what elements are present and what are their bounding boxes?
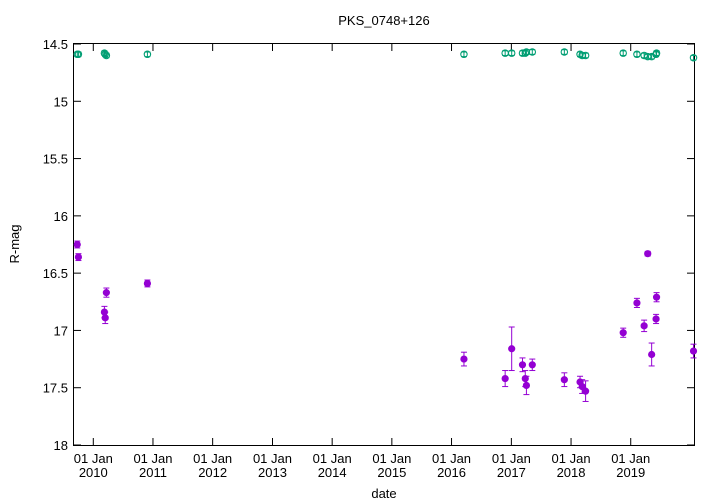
x-tick-year-label: 2012 (198, 465, 227, 480)
data-point (460, 355, 468, 363)
data-point (501, 374, 509, 383)
data-point (143, 50, 152, 59)
x-tick-label: 01 Jan (133, 451, 172, 466)
data-point (689, 347, 698, 355)
x-tick-label: 01 Jan (552, 451, 591, 466)
y-tick-label: 15.5 (43, 152, 68, 167)
y-axis: 14.5 15 15.5 16 16.5 17 17.5 18 (43, 37, 694, 453)
data-point (74, 253, 83, 261)
x-tick-label: 01 Jan (313, 451, 352, 466)
data-point (619, 49, 627, 57)
data-point (460, 50, 468, 59)
x-tick-year-label: 2010 (79, 465, 108, 480)
x-tick-year-label: 2014 (318, 465, 347, 480)
data-point (102, 289, 110, 297)
x-tick-year-label: 2018 (557, 465, 586, 480)
data-point (143, 279, 152, 288)
data-point (581, 51, 590, 60)
x-tick-label: 01 Jan (611, 451, 650, 466)
x-tick-label: 01 Jan (492, 451, 531, 466)
data-point (633, 50, 641, 59)
x-tick-year-label: 2015 (377, 465, 406, 480)
x-axis-label: date (371, 486, 396, 501)
series-2 (73, 48, 698, 62)
data-point (648, 350, 656, 359)
x-tick-label: 01 Jan (74, 451, 113, 466)
data-point (73, 240, 81, 249)
data-point (508, 345, 516, 353)
data-point (522, 381, 531, 390)
x-tick-label: 01 Jan (253, 451, 292, 466)
data-point (74, 50, 83, 59)
y-tick-label: 17.5 (43, 381, 68, 396)
data-point (518, 361, 527, 369)
data-point (652, 49, 661, 57)
data-point (528, 48, 537, 56)
data-point (581, 387, 590, 395)
y-axis-label: R-mag (7, 224, 22, 263)
data-point (101, 314, 109, 322)
x-tick-label: 01 Jan (372, 451, 411, 466)
chart-title: PKS_0748+126 (338, 13, 429, 28)
x-tick-year-label: 2013 (258, 465, 287, 480)
x-tick-year-label: 2017 (497, 465, 526, 480)
y-tick-label: 16.5 (43, 266, 68, 281)
data-point (560, 48, 569, 56)
x-tick-label: 01 Jan (432, 451, 471, 466)
data-point (102, 51, 111, 60)
data-point (633, 299, 641, 307)
x-tick-year-label: 2016 (437, 465, 466, 480)
y-tick-label: 15 (54, 94, 68, 109)
plot-frame (73, 43, 695, 446)
data-point (528, 361, 536, 369)
y-tick-label: 14.5 (43, 37, 68, 52)
data-point (652, 315, 660, 323)
y-tick-label: 16 (54, 209, 68, 224)
data-series (73, 48, 698, 402)
y-tick-label: 18 (54, 438, 68, 453)
data-point (560, 376, 568, 384)
x-tick-year-label: 2019 (616, 465, 645, 480)
y-tick-label: 17 (54, 323, 68, 338)
data-point (652, 293, 661, 301)
data-point (619, 329, 627, 337)
data-point (644, 250, 652, 258)
x-tick-label: 01 Jan (193, 451, 232, 466)
x-tick-year-label: 2011 (139, 465, 167, 480)
data-point (640, 322, 648, 330)
data-point (689, 53, 698, 62)
series-1 (73, 240, 698, 402)
data-point (643, 52, 652, 61)
data-point (507, 49, 516, 57)
